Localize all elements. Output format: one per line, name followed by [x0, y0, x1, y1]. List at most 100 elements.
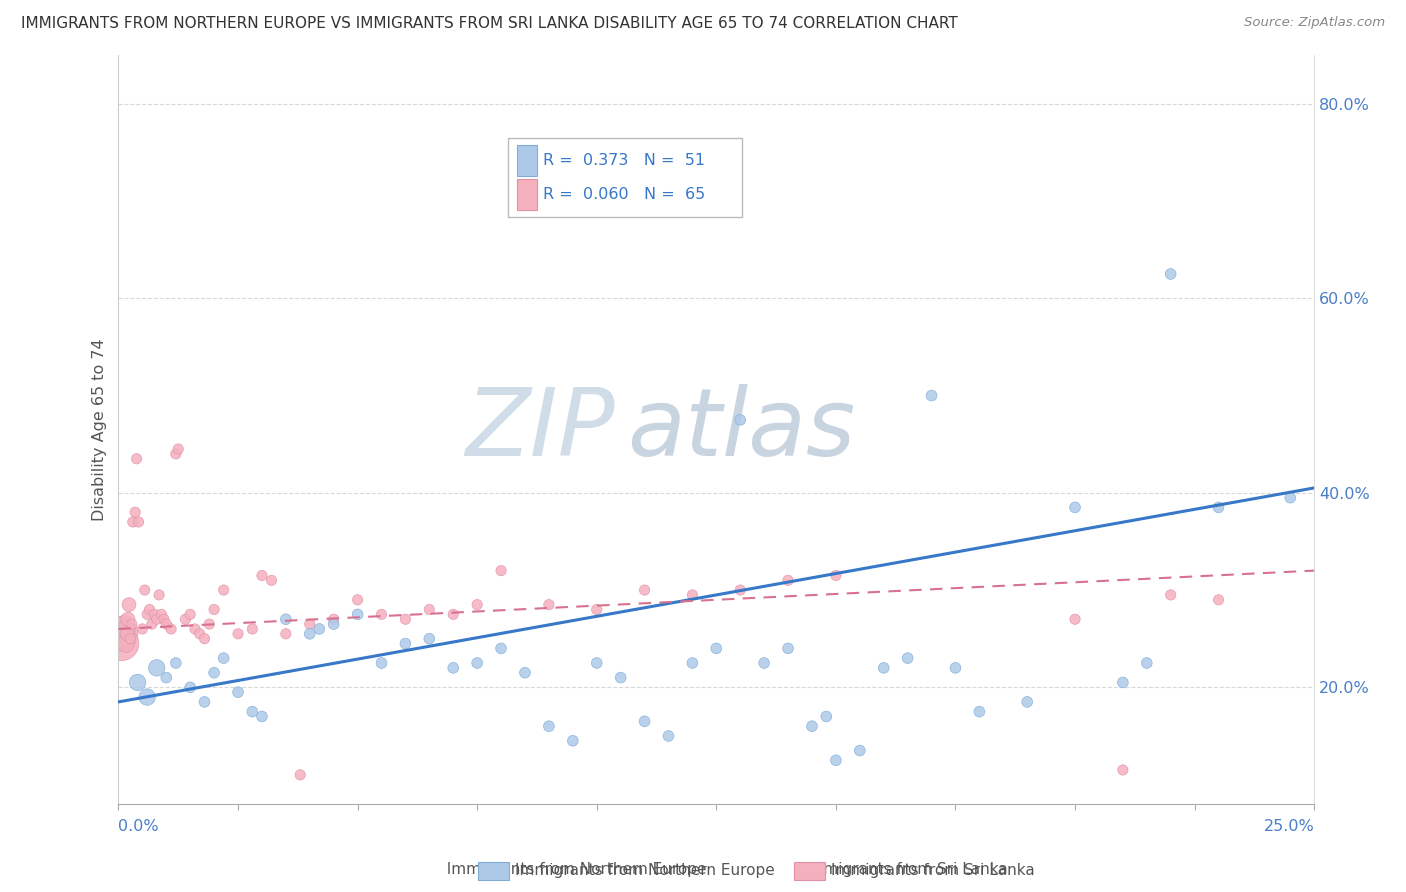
- Point: [681, 656, 703, 670]
- Point: [825, 753, 848, 767]
- Point: [969, 705, 991, 719]
- Text: atlas: atlas: [627, 384, 855, 475]
- Point: [585, 602, 607, 616]
- Point: [1208, 500, 1230, 515]
- Point: [537, 598, 560, 612]
- Point: [212, 582, 235, 597]
- Point: [165, 447, 187, 461]
- Text: 0.0%: 0.0%: [118, 819, 159, 834]
- Point: [114, 632, 136, 646]
- Point: [226, 627, 249, 641]
- Point: [188, 627, 211, 641]
- Point: [240, 622, 263, 636]
- Point: [148, 588, 170, 602]
- Point: [704, 641, 727, 656]
- Point: [153, 612, 176, 626]
- Text: Source: ZipAtlas.com: Source: ZipAtlas.com: [1244, 16, 1385, 29]
- Point: [117, 612, 139, 626]
- Point: [115, 622, 138, 636]
- Point: [112, 632, 135, 646]
- Point: [322, 617, 344, 632]
- Point: [1160, 588, 1182, 602]
- Point: [118, 598, 141, 612]
- Text: R =  0.060   N =  65: R = 0.060 N = 65: [543, 187, 704, 202]
- Point: [801, 719, 824, 733]
- Point: [121, 617, 143, 632]
- Point: [124, 505, 146, 519]
- Point: [250, 568, 273, 582]
- Point: [111, 636, 134, 650]
- Point: [184, 622, 207, 636]
- Point: [1136, 656, 1159, 670]
- Point: [274, 612, 297, 626]
- Text: ZIP: ZIP: [465, 384, 614, 475]
- Point: [346, 607, 368, 622]
- Point: [179, 607, 201, 622]
- Point: [160, 622, 183, 636]
- Point: [776, 574, 799, 588]
- Point: [346, 592, 368, 607]
- Point: [945, 661, 967, 675]
- Point: [167, 442, 190, 456]
- Point: [849, 743, 872, 757]
- Point: [212, 651, 235, 665]
- Point: [394, 636, 416, 650]
- Point: [681, 588, 703, 602]
- Point: [370, 607, 392, 622]
- Point: [110, 627, 132, 641]
- Point: [136, 607, 159, 622]
- Point: [174, 612, 197, 626]
- Point: [114, 636, 136, 650]
- Point: [150, 607, 173, 622]
- Point: [155, 671, 177, 685]
- Point: [815, 709, 838, 723]
- Point: [561, 733, 583, 747]
- Point: [513, 665, 536, 680]
- Point: [125, 451, 148, 466]
- Point: [728, 413, 751, 427]
- Text: Immigrants from Northern Europe                    Immigrants from Sri Lanka: Immigrants from Northern Europe Immigran…: [398, 863, 1008, 877]
- Point: [728, 582, 751, 597]
- Point: [274, 627, 297, 641]
- Point: [633, 582, 655, 597]
- Point: [441, 661, 464, 675]
- Text: Immigrants from Sri Lanka: Immigrants from Sri Lanka: [831, 863, 1035, 878]
- Point: [465, 656, 488, 670]
- Point: [155, 617, 177, 632]
- Text: R =  0.373   N =  51: R = 0.373 N = 51: [543, 153, 704, 168]
- Point: [1017, 695, 1039, 709]
- Point: [298, 627, 321, 641]
- Point: [370, 656, 392, 670]
- Text: Immigrants from Northern Europe: Immigrants from Northern Europe: [515, 863, 775, 878]
- Point: [489, 564, 512, 578]
- Point: [585, 656, 607, 670]
- Point: [921, 388, 943, 402]
- Point: [897, 651, 920, 665]
- Point: [290, 768, 312, 782]
- Point: [394, 612, 416, 626]
- Point: [873, 661, 896, 675]
- Point: [1279, 491, 1302, 505]
- Point: [825, 568, 848, 582]
- Point: [657, 729, 679, 743]
- Point: [112, 617, 135, 632]
- Point: [1064, 500, 1087, 515]
- Point: [193, 632, 215, 646]
- Point: [260, 574, 283, 588]
- Point: [179, 681, 201, 695]
- Point: [1160, 267, 1182, 281]
- Point: [121, 515, 143, 529]
- Point: [489, 641, 512, 656]
- Text: 25.0%: 25.0%: [1264, 819, 1315, 834]
- Point: [1208, 592, 1230, 607]
- Point: [441, 607, 464, 622]
- Point: [1112, 763, 1135, 777]
- Point: [1064, 612, 1087, 626]
- Point: [138, 602, 160, 616]
- Point: [193, 695, 215, 709]
- Point: [1112, 675, 1135, 690]
- Point: [226, 685, 249, 699]
- Point: [131, 622, 153, 636]
- Point: [127, 675, 149, 690]
- Point: [776, 641, 799, 656]
